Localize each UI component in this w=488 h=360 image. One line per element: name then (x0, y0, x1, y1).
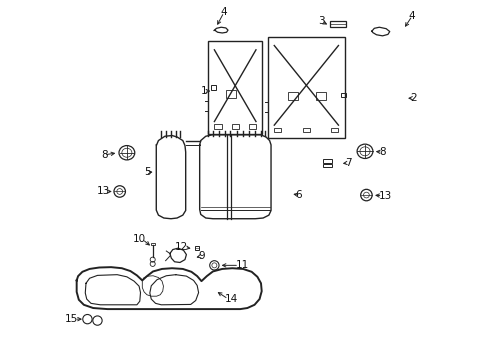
Bar (207, 41, 262, 134)
Bar (302, 128, 309, 132)
Text: 4: 4 (408, 11, 414, 21)
Bar (329, 22, 345, 27)
Text: 14: 14 (224, 294, 238, 304)
Bar (316, 93, 325, 100)
Bar (231, 124, 238, 129)
Bar (341, 93, 345, 97)
Text: 8: 8 (101, 150, 107, 160)
Bar (322, 159, 331, 163)
Bar (267, 37, 344, 138)
Text: 10: 10 (132, 234, 145, 244)
Text: 4: 4 (220, 7, 226, 17)
Text: 11: 11 (235, 260, 248, 270)
Text: 13: 13 (97, 186, 110, 197)
Text: 15: 15 (64, 314, 78, 324)
Bar (287, 93, 297, 100)
Bar (248, 124, 255, 129)
Bar (322, 163, 331, 167)
Text: 8: 8 (378, 147, 385, 157)
Text: 5: 5 (143, 167, 150, 177)
Text: 9: 9 (198, 251, 204, 261)
Bar (210, 85, 216, 90)
Bar (225, 90, 235, 98)
Bar (150, 243, 155, 245)
Text: 6: 6 (295, 190, 302, 200)
Bar (195, 246, 199, 249)
Bar (274, 128, 281, 132)
Bar (214, 124, 221, 129)
Text: 7: 7 (344, 158, 351, 168)
Text: 1: 1 (201, 86, 207, 96)
Text: 13: 13 (378, 191, 391, 201)
Text: 2: 2 (409, 93, 416, 103)
Bar (330, 128, 338, 132)
Text: 12: 12 (175, 242, 188, 252)
Text: 3: 3 (318, 17, 325, 27)
